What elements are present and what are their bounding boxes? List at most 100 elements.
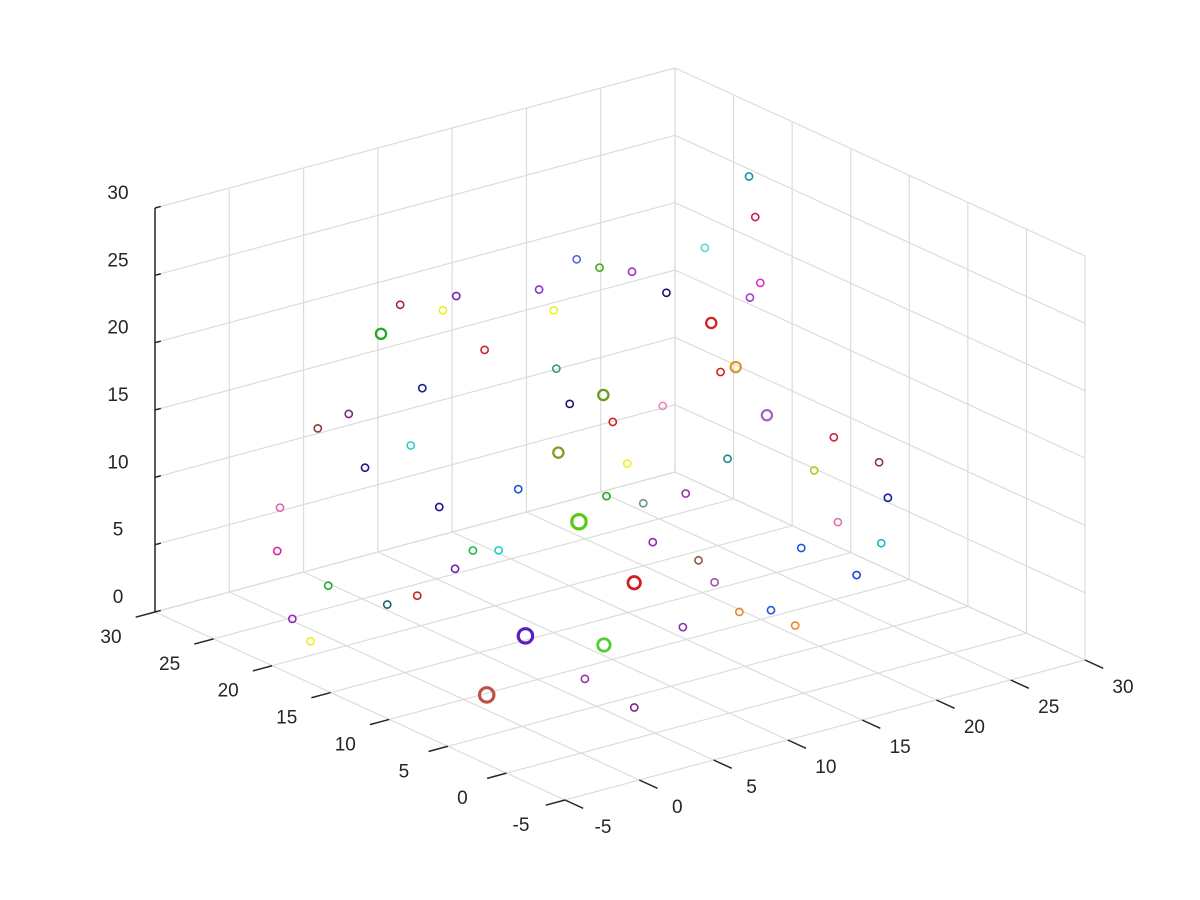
point	[516, 627, 535, 645]
y-tick-label: 20	[218, 681, 239, 702]
y-tick-label: 25	[159, 654, 180, 675]
point	[313, 424, 323, 433]
point	[275, 503, 285, 513]
grid-line	[154, 202, 676, 344]
point	[876, 538, 886, 548]
z-tick	[154, 609, 161, 613]
grid-line	[674, 336, 1086, 526]
x-tick-label: 0	[672, 797, 683, 818]
grid-line	[389, 578, 910, 721]
point	[480, 345, 490, 355]
grid-line	[154, 67, 676, 209]
z-tick-label: 20	[107, 318, 128, 339]
z-tick	[154, 407, 161, 411]
point	[360, 463, 370, 473]
y-tick	[135, 611, 156, 618]
y-tick-label: -5	[513, 815, 530, 836]
point	[745, 293, 755, 302]
point	[468, 546, 478, 555]
y-tick-label: 10	[335, 734, 356, 755]
point	[874, 457, 884, 467]
z-tick	[154, 340, 161, 344]
y-tick	[194, 638, 214, 645]
grid-line	[229, 591, 640, 781]
x-tick	[713, 759, 733, 770]
point	[552, 446, 565, 459]
grid-line	[154, 471, 676, 613]
point	[723, 454, 732, 464]
point	[629, 703, 639, 712]
grid-line	[600, 491, 1011, 681]
point	[450, 564, 460, 574]
grid-line	[154, 404, 676, 546]
z-tick	[154, 542, 161, 546]
point	[596, 637, 612, 653]
z-tick	[154, 273, 161, 277]
point	[705, 316, 718, 330]
x-tick	[936, 699, 955, 710]
grid-line	[154, 336, 676, 478]
z-tick-label: 5	[113, 520, 124, 541]
point	[829, 432, 839, 442]
point	[451, 291, 461, 301]
y-tick	[369, 718, 390, 726]
grid-line	[154, 269, 676, 411]
point	[412, 591, 422, 601]
x-tick-label: 30	[1112, 677, 1133, 698]
x-tick-label: 15	[890, 737, 911, 758]
z-tick-label: 10	[107, 452, 128, 473]
point	[755, 278, 765, 288]
point	[438, 305, 448, 315]
point	[570, 512, 588, 531]
z-tick-label: 15	[107, 385, 128, 406]
point	[287, 614, 297, 624]
x-tick	[638, 779, 658, 790]
point	[662, 288, 671, 298]
point	[700, 243, 710, 253]
point	[513, 484, 523, 494]
point	[306, 636, 315, 646]
point	[622, 459, 632, 468]
point	[406, 441, 416, 450]
point	[710, 577, 719, 587]
point	[417, 383, 427, 393]
point	[766, 605, 776, 615]
x-tick	[861, 719, 881, 730]
point	[602, 491, 611, 501]
grid-line	[271, 525, 793, 667]
y-tick	[428, 745, 449, 753]
point	[597, 388, 610, 402]
point	[694, 555, 703, 565]
grid-line	[447, 605, 969, 747]
y-tick-label: 15	[276, 708, 297, 729]
point	[434, 502, 444, 512]
point	[272, 546, 282, 556]
x-tick-label: 25	[1038, 697, 1059, 718]
z-tick-label: 0	[113, 587, 124, 608]
y-tick-label: 0	[457, 788, 468, 809]
z-tick-label: 30	[107, 183, 128, 204]
point	[750, 212, 760, 222]
grid-line	[674, 471, 1086, 661]
y-tick	[252, 664, 273, 672]
grid-line	[213, 498, 734, 640]
point	[790, 621, 800, 630]
z-tick	[154, 475, 161, 479]
point	[648, 537, 658, 547]
point	[744, 172, 754, 181]
grid-line	[451, 531, 863, 721]
point	[833, 517, 843, 527]
point	[494, 545, 504, 555]
point	[374, 327, 388, 341]
point	[477, 686, 496, 704]
x-tick	[1010, 679, 1030, 690]
point	[626, 575, 642, 591]
grid-line	[674, 134, 1086, 324]
y-tick	[545, 799, 566, 806]
point	[382, 600, 392, 609]
point	[595, 263, 604, 273]
grid-line	[506, 632, 1027, 774]
x-tick-label: 10	[815, 757, 836, 778]
grid-line	[564, 659, 1086, 801]
